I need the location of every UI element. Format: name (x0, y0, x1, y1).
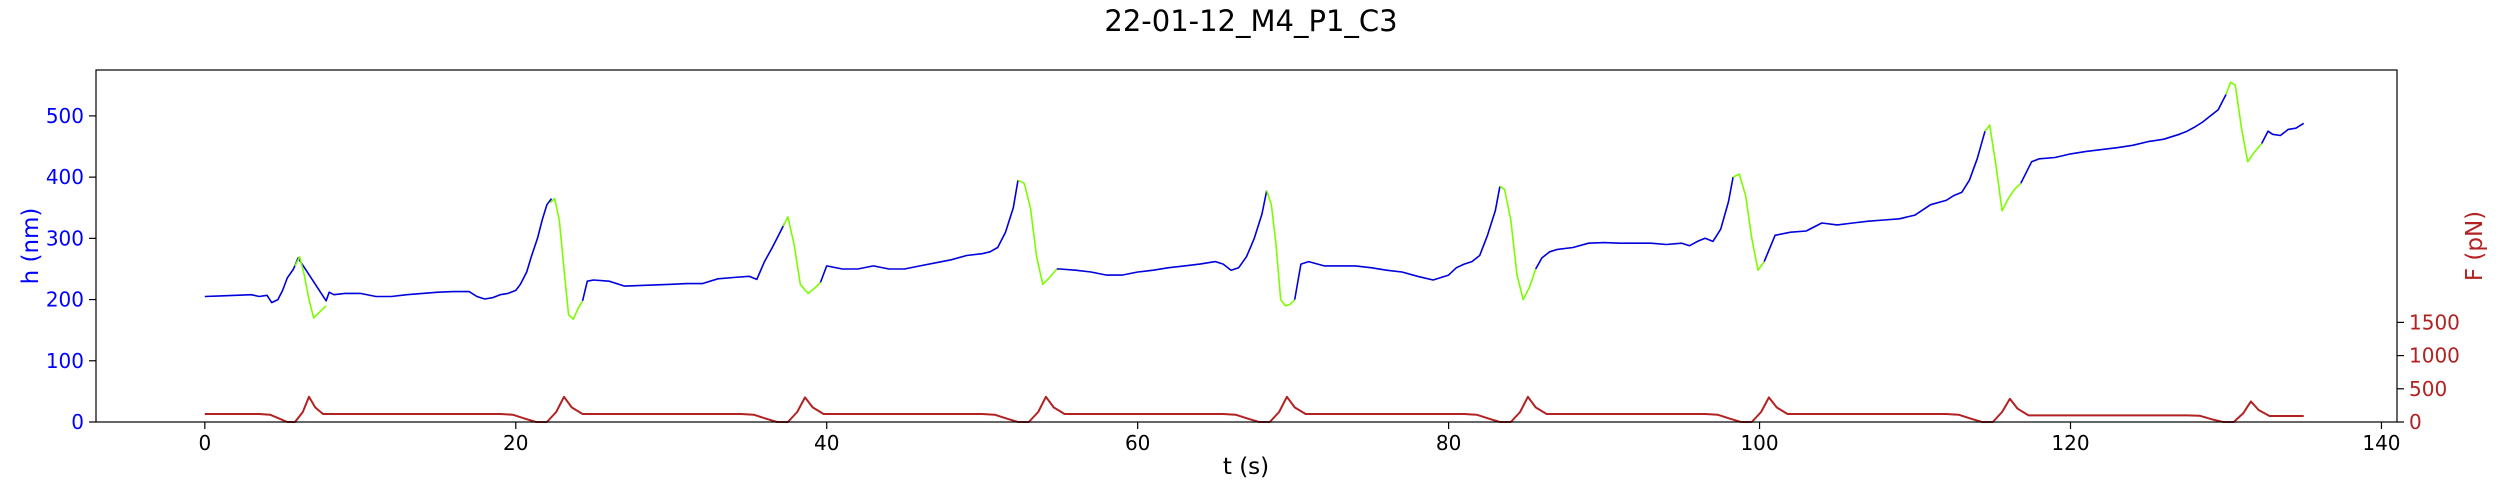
x-axis: 0 20 40 60 80 100 120 140 (198, 422, 2401, 455)
x-tick-label: 80 (1436, 431, 1461, 455)
height-series-line (204, 198, 553, 304)
height-series-line (581, 222, 786, 301)
force-series-line (204, 395, 2304, 423)
height-series-line (1763, 130, 1986, 262)
y-axis-label: h (nm) (18, 208, 44, 285)
push-series-line (2225, 81, 2263, 163)
chart-title: 22-01-12_M4_P1_C3 (1104, 4, 1397, 38)
push-series-line (1732, 173, 1765, 272)
push-series-line (294, 255, 327, 319)
x-tick-label: 120 (2051, 431, 2089, 455)
x-tick-label: 40 (814, 431, 839, 455)
y2-tick-label: 0 (2409, 410, 2422, 434)
y-tick-label: 300 (46, 226, 84, 250)
y-tick-label: 100 (46, 349, 84, 373)
push-series-line (782, 216, 822, 295)
push-series-line (549, 197, 584, 321)
x-tick-label: 0 (198, 431, 211, 455)
y-tick-label: 200 (46, 288, 84, 312)
y-tick-label: 0 (71, 410, 84, 434)
height-series-line (819, 180, 1019, 283)
push-series-line (1499, 185, 1537, 301)
height-series-line (2260, 122, 2305, 144)
height-series-line (1535, 176, 1734, 270)
x-tick-label: 20 (503, 431, 528, 455)
y-axis-right: 0 500 1000 1500 (2397, 310, 2460, 434)
y-tick-label: 400 (46, 165, 84, 189)
plot-area (204, 81, 2305, 423)
x-tick-label: 140 (2362, 431, 2400, 455)
height-series-line (2020, 94, 2227, 184)
x-tick-label: 60 (1125, 431, 1150, 455)
x-axis-label: t (s) (1223, 454, 1269, 480)
height-series-line (1293, 186, 1501, 300)
y2-tick-label: 500 (2409, 377, 2447, 401)
y-axis-left: 0 100 200 300 400 500 (46, 104, 96, 434)
push-series-line (1017, 179, 1058, 286)
height-series-line (1056, 190, 1268, 276)
y2-tick-label: 1500 (2409, 310, 2460, 334)
push-series-line (1265, 190, 1296, 307)
plot-frame (95, 69, 2398, 423)
y-tick-label: 500 (46, 104, 84, 128)
y2-tick-label: 1000 (2409, 344, 2460, 368)
x-tick-label: 100 (1740, 431, 1778, 455)
y2-axis-label: F (pN) (2462, 211, 2488, 281)
push-series-line (1984, 124, 2022, 212)
